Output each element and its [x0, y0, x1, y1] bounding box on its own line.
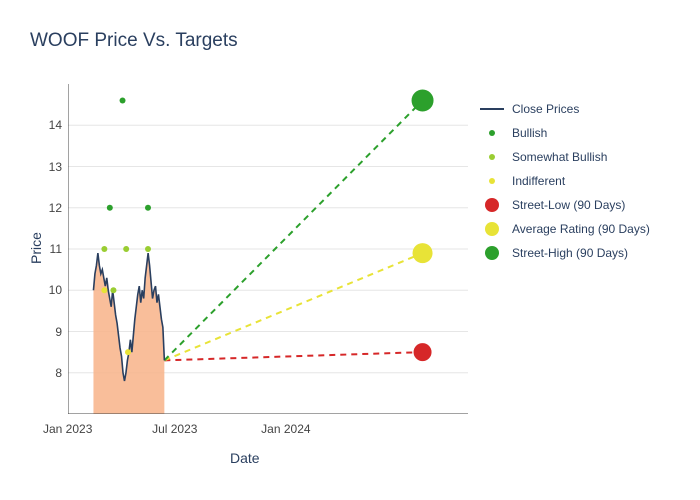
- plot-area: [68, 84, 468, 414]
- somewhat_bullish-marker: [123, 246, 129, 252]
- x-tick-label: Jan 2024: [261, 422, 310, 436]
- indifferent-marker: [125, 349, 131, 355]
- x-tick-label: Jan 2023: [43, 422, 92, 436]
- legend-label: Street-High (90 Days): [512, 246, 628, 260]
- legend: Close Prices Bullish Somewhat Bullish Indif…: [480, 100, 650, 268]
- projection-marker-high: [412, 90, 434, 112]
- legend-item[interactable]: Street-Low (90 Days): [480, 196, 650, 214]
- x-axis-label: Date: [230, 450, 260, 466]
- y-tick-label: 10: [49, 283, 62, 297]
- legend-label: Average Rating (90 Days): [512, 222, 650, 236]
- legend-item[interactable]: Average Rating (90 Days): [480, 220, 650, 238]
- legend-label: Somewhat Bullish: [512, 150, 607, 164]
- projection-marker-avg: [413, 243, 433, 263]
- bullish-marker: [107, 205, 113, 211]
- y-tick-label: 12: [49, 201, 62, 215]
- legend-label: Indifferent: [512, 174, 565, 188]
- legend-label: Bullish: [512, 126, 547, 140]
- projection-marker-low: [414, 343, 432, 361]
- legend-swatch: [480, 102, 504, 116]
- y-tick-label: 14: [49, 118, 62, 132]
- legend-label: Close Prices: [512, 102, 579, 116]
- bullish-marker: [120, 98, 126, 104]
- y-tick-label: 11: [50, 242, 62, 256]
- projection-line-avg: [164, 253, 422, 360]
- somewhat_bullish-marker: [110, 287, 116, 293]
- projection-line-low: [164, 352, 422, 360]
- projection-line-high: [164, 101, 422, 361]
- legend-swatch: [480, 198, 504, 212]
- bullish-marker: [145, 205, 151, 211]
- legend-swatch: [480, 222, 504, 236]
- y-tick-label: 13: [49, 160, 62, 174]
- legend-item[interactable]: Bullish: [480, 124, 650, 142]
- legend-item[interactable]: Indifferent: [480, 172, 650, 190]
- legend-swatch: [480, 126, 504, 140]
- y-tick-label: 9: [55, 325, 62, 339]
- legend-swatch: [480, 150, 504, 164]
- legend-item[interactable]: Close Prices: [480, 100, 650, 118]
- y-axis-label: Price: [28, 232, 44, 264]
- chart-title: WOOF Price Vs. Targets: [30, 30, 238, 52]
- legend-item[interactable]: Street-High (90 Days): [480, 244, 650, 262]
- x-tick-label: Jul 2023: [152, 422, 197, 436]
- legend-item[interactable]: Somewhat Bullish: [480, 148, 650, 166]
- indifferent-marker: [101, 287, 107, 293]
- legend-swatch: [480, 246, 504, 260]
- somewhat_bullish-marker: [145, 246, 151, 252]
- somewhat_bullish-marker: [101, 246, 107, 252]
- chart-container: WOOF Price Vs. Targets Price Date 8 9 10 11…: [0, 0, 700, 500]
- legend-swatch: [480, 174, 504, 188]
- legend-label: Street-Low (90 Days): [512, 198, 625, 212]
- y-tick-label: 8: [55, 366, 62, 380]
